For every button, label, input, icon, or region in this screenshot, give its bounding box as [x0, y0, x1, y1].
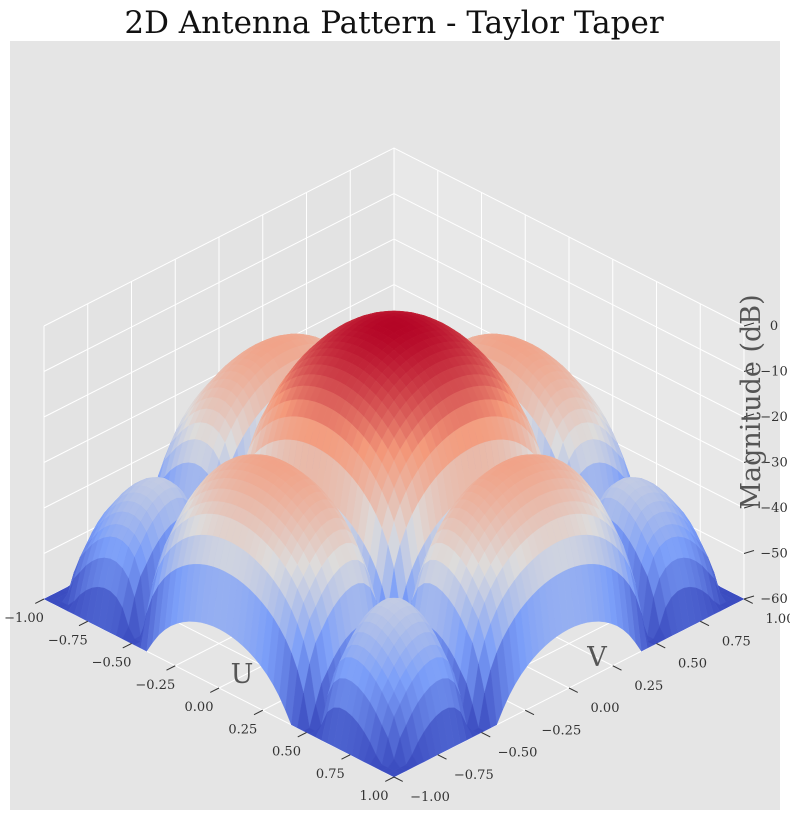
z-tick — [743, 368, 755, 372]
x-tick-label: −1.00 — [4, 611, 44, 626]
x-tick — [35, 598, 45, 604]
y-tick-label: 0.50 — [678, 657, 707, 672]
z-tick-label: −30 — [760, 456, 787, 471]
x-tick-label: 0.25 — [228, 722, 257, 737]
y-tick-label: −0.75 — [454, 768, 494, 783]
y-axis-label: V — [586, 642, 607, 673]
y-tick-label: 0.25 — [634, 679, 663, 694]
z-grid-line — [43, 192, 745, 372]
y-tick — [700, 620, 710, 627]
x-tick — [210, 687, 220, 693]
z-tick-label: −60 — [760, 592, 787, 607]
y-tick — [568, 687, 578, 693]
y-tick-label: 0.00 — [591, 701, 620, 716]
z-tick-label: −50 — [760, 547, 787, 562]
x-tick — [166, 665, 176, 671]
x-tick-label: 0.00 — [185, 700, 214, 715]
x-tick-label: 0.75 — [316, 767, 345, 782]
y-tick-label: 1.00 — [766, 612, 790, 627]
y-tick — [525, 709, 535, 716]
x-tick-label: −0.50 — [92, 656, 132, 671]
z-tick — [743, 550, 755, 554]
y-tick — [393, 776, 403, 782]
z-grid-line — [43, 147, 745, 327]
z-tick-label: −40 — [760, 501, 787, 516]
x-tick — [341, 754, 351, 760]
y-tick — [743, 598, 753, 604]
z-grid-line — [43, 238, 745, 418]
x-tick-label: 1.00 — [360, 789, 389, 804]
x-tick-label: −0.25 — [135, 678, 175, 693]
z-tick-label: −10 — [760, 365, 787, 380]
z-axis-label: Magnitude (dB) — [736, 294, 767, 509]
x-tick-label: 0.50 — [272, 745, 301, 760]
x-tick — [78, 620, 88, 627]
z-tick-label: 0 — [770, 319, 778, 334]
z-tick — [743, 595, 755, 600]
x-tick — [385, 776, 395, 782]
y-tick-label: −0.25 — [541, 723, 581, 738]
x-tick — [253, 709, 263, 716]
x-tick — [297, 732, 307, 738]
z-tick — [743, 413, 755, 418]
y-tick-label: −0.50 — [498, 746, 538, 761]
y-tick — [437, 754, 447, 760]
x-tick-label: −0.75 — [48, 633, 88, 648]
y-tick-label: 0.75 — [722, 634, 751, 649]
z-tick — [743, 459, 755, 463]
z-tick — [743, 322, 755, 327]
chart-title: 2D Antenna Pattern - Taylor Taper — [124, 5, 663, 41]
x-axis-label: U — [231, 659, 254, 690]
z-grid-line — [43, 283, 745, 463]
x-tick — [122, 643, 132, 649]
y-tick-label: −1.00 — [410, 790, 450, 805]
z-tick-label: −20 — [760, 410, 787, 425]
y-tick — [612, 665, 622, 671]
y-tick — [481, 732, 491, 738]
y-tick — [656, 643, 666, 649]
z-tick — [743, 504, 755, 509]
